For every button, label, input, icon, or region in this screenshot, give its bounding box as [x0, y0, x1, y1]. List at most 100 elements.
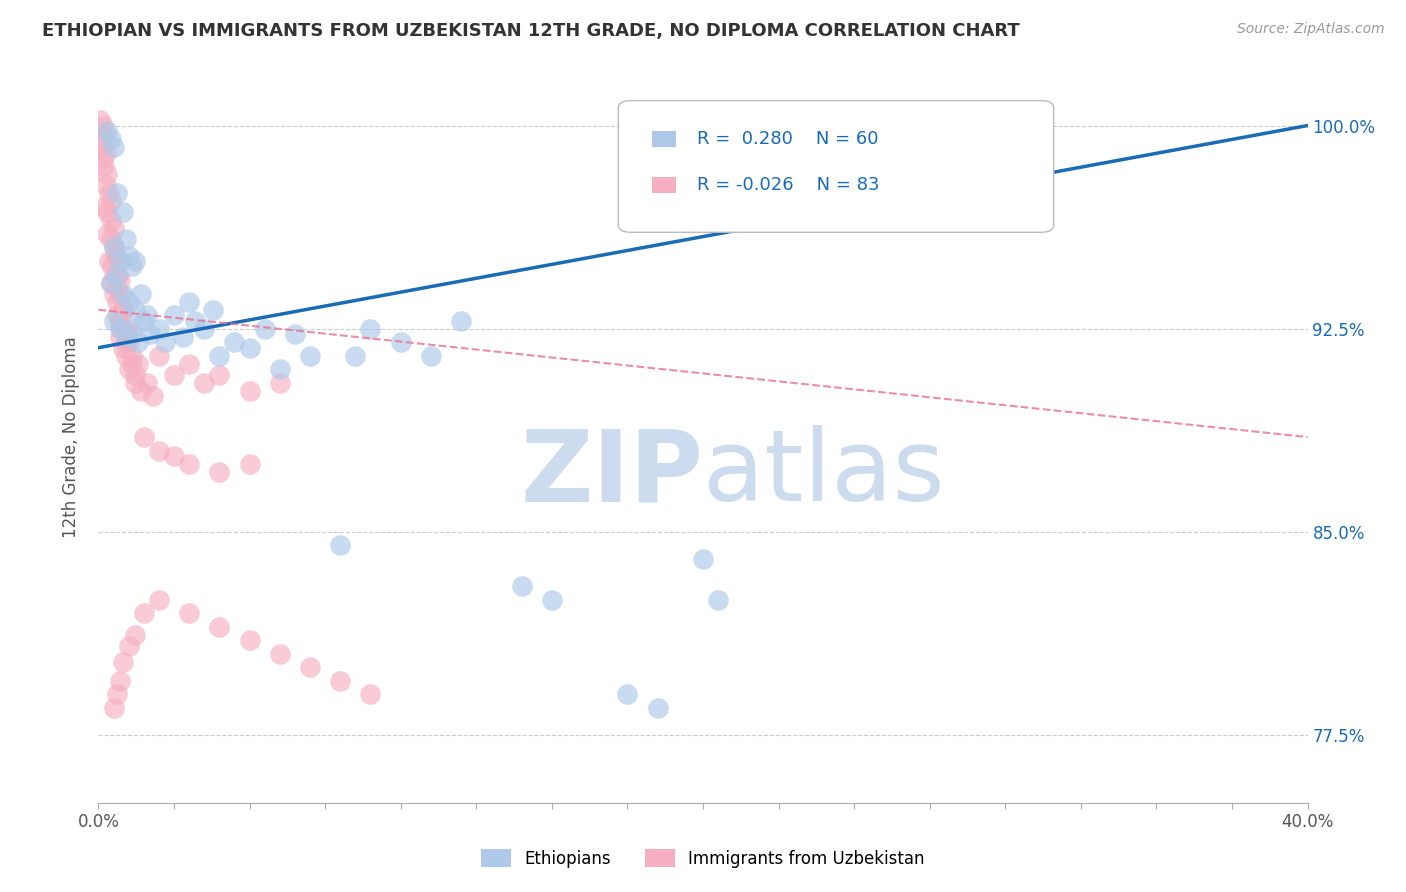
Point [93, 159, 115, 173]
Point [129, 286, 152, 301]
Point [124, 254, 146, 268]
Point [124, 368, 146, 382]
Point [707, 592, 730, 607]
Point [118, 639, 141, 653]
Point [127, 357, 149, 371]
Point [114, 335, 136, 350]
Point [89, 113, 111, 128]
Point [239, 341, 262, 355]
Point [184, 313, 207, 327]
Point [979, 167, 1001, 181]
Point [103, 313, 125, 327]
Point [100, 276, 122, 290]
Point [105, 308, 128, 322]
Point [172, 330, 194, 344]
Point [124, 302, 146, 317]
Point [103, 701, 125, 715]
Point [105, 268, 128, 282]
FancyBboxPatch shape [619, 101, 1053, 232]
Point [540, 592, 562, 607]
FancyBboxPatch shape [652, 177, 676, 193]
Legend: Ethiopians, Immigrants from Uzbekistan: Ethiopians, Immigrants from Uzbekistan [481, 849, 925, 868]
Point [93, 132, 115, 146]
Point [90, 124, 112, 138]
Point [100, 132, 122, 146]
Point [360, 688, 382, 702]
Text: Source: ZipAtlas.com: Source: ZipAtlas.com [1237, 22, 1385, 37]
Point [208, 465, 231, 479]
Point [114, 232, 136, 246]
Point [111, 322, 134, 336]
Point [121, 349, 143, 363]
Point [98, 186, 121, 201]
Point [111, 655, 134, 669]
Point [121, 322, 143, 336]
Point [124, 376, 146, 390]
Point [208, 368, 231, 382]
Point [118, 294, 141, 309]
Point [344, 349, 367, 363]
Point [100, 194, 122, 209]
Point [616, 688, 638, 702]
Point [132, 313, 155, 327]
Point [103, 140, 125, 154]
Point [107, 268, 129, 282]
Point [510, 579, 533, 593]
Point [96, 227, 118, 241]
Point [98, 254, 121, 268]
Point [389, 335, 412, 350]
Point [132, 606, 155, 620]
Point [163, 368, 186, 382]
Point [329, 538, 352, 552]
Point [239, 457, 262, 471]
Point [127, 335, 149, 350]
Point [114, 330, 136, 344]
Point [135, 308, 157, 322]
Point [108, 313, 131, 327]
Point [142, 389, 165, 403]
Point [202, 302, 225, 317]
Point [752, 186, 775, 201]
Point [148, 322, 170, 336]
Point [100, 232, 122, 246]
Point [299, 349, 322, 363]
Point [148, 592, 170, 607]
Point [91, 151, 114, 165]
Point [105, 281, 128, 295]
Point [94, 178, 117, 193]
Point [163, 308, 186, 322]
Point [108, 254, 131, 268]
Point [118, 249, 141, 263]
Point [100, 276, 122, 290]
Point [121, 357, 143, 371]
Point [103, 240, 125, 254]
Point [108, 330, 131, 344]
Point [269, 647, 291, 661]
Text: R =  0.280    N = 60: R = 0.280 N = 60 [697, 129, 879, 148]
Point [692, 552, 714, 566]
Point [153, 335, 176, 350]
Point [299, 660, 322, 674]
Point [111, 302, 134, 317]
Point [96, 124, 118, 138]
Point [193, 322, 215, 336]
Point [103, 268, 125, 282]
Point [224, 335, 246, 350]
Point [1024, 172, 1046, 186]
Point [208, 349, 231, 363]
Point [148, 443, 170, 458]
Point [121, 260, 143, 274]
Point [208, 620, 231, 634]
Point [269, 362, 291, 376]
Point [450, 313, 472, 327]
Point [828, 200, 851, 214]
Point [90, 140, 112, 154]
Point [104, 249, 127, 263]
Point [94, 145, 117, 160]
Point [108, 273, 131, 287]
Point [96, 167, 118, 181]
Point [129, 384, 152, 398]
Point [105, 186, 128, 201]
Point [148, 349, 170, 363]
Point [111, 302, 134, 317]
